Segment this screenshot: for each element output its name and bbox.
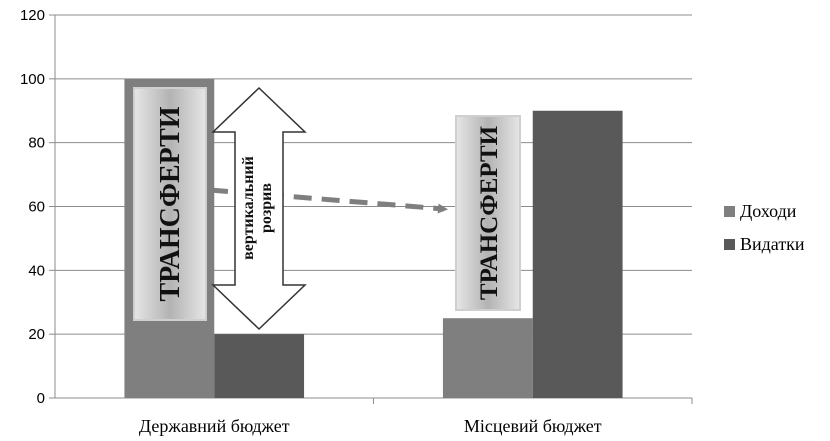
- x-category-label: Місцевий бюджет: [464, 416, 602, 436]
- legend: Доходи Видатки: [724, 201, 805, 254]
- y-tick-label: 20: [28, 326, 45, 343]
- vertical-gap-arrow: вертикальний розрив: [211, 86, 307, 331]
- transfer-label-left: ТРАНСФЕРТИ: [155, 106, 186, 301]
- legend-swatch-dohody: [724, 206, 735, 217]
- x-category-label: Державний бюджет: [139, 416, 290, 436]
- transfer-box-right: ТРАНСФЕРТИ: [455, 115, 521, 311]
- y-tick-label: 0: [37, 390, 45, 407]
- legend-swatch-vydatky: [724, 239, 735, 250]
- transfer-label-right: ТРАНСФЕРТИ: [476, 125, 503, 300]
- bar-vydatky: [214, 334, 305, 398]
- transfer-box-left: ТРАНСФЕРТИ: [133, 87, 207, 321]
- legend-label-dohody: Доходи: [740, 201, 797, 221]
- bar-vydatky: [532, 110, 623, 398]
- bar-dohody: [442, 318, 533, 398]
- y-tick-label: 60: [28, 199, 45, 216]
- legend-label-vydatky: Видатки: [740, 234, 805, 254]
- vertical-gap-label-1: вертикальний: [240, 156, 257, 260]
- vertical-gap-label-2: розрив: [258, 183, 275, 233]
- y-tick-label: 100: [20, 71, 45, 88]
- y-tick-label: 120: [20, 7, 45, 24]
- y-tick-label: 40: [28, 262, 45, 279]
- y-tick-label: 80: [28, 135, 45, 152]
